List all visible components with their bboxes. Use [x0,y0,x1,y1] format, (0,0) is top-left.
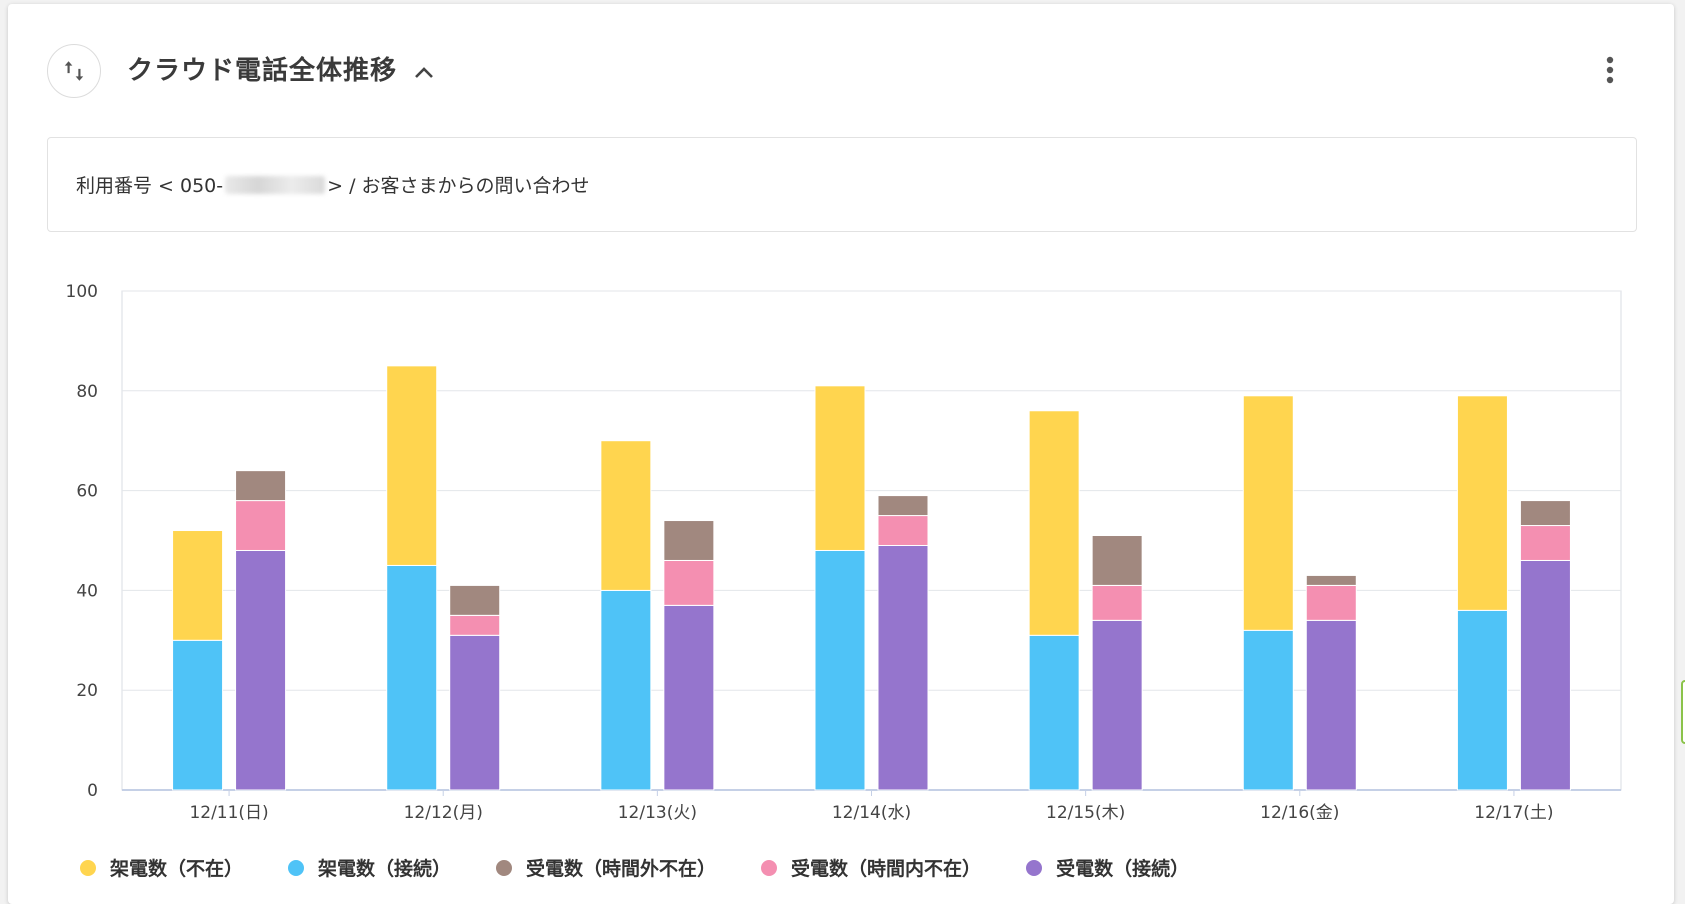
x-tick-label: 12/14(水) [832,803,911,823]
swap-vertical-icon [64,61,84,81]
bar-segment [1091,535,1143,586]
bar-segment [172,639,224,791]
x-tick-label: 12/15(木) [1046,803,1125,823]
bar-segment [449,614,501,636]
legend-item[interactable]: 受電数（時間内不在） [761,854,981,881]
bar-segment [663,520,715,561]
bar-segment [663,604,715,791]
bar-segment [663,559,715,606]
legend-label: 受電数（時間内不在） [791,858,982,880]
y-tick-label: 0 [87,781,98,801]
bar-segment [386,365,438,566]
more-menu-button[interactable] [1594,50,1626,90]
side-panel-handle[interactable] [1681,680,1685,744]
bar-segment [1242,395,1294,631]
y-tick-label: 60 [76,482,98,502]
bar-segment [172,530,224,641]
bar-segment [1305,619,1357,791]
bar-segment [877,495,929,517]
legend-label: 架電数（接続） [318,858,452,880]
legend-label: 架電数（不在） [110,858,244,880]
info-prefix: 利用番号 < 050- [76,175,224,197]
bar-segment [877,544,929,791]
bar-segment [1519,500,1571,527]
x-tick-label: 12/16(金) [1260,803,1339,823]
bar-segment [877,515,929,546]
legend-item[interactable]: 架電数（不在） [80,854,243,881]
bar-segment [1091,619,1143,791]
bar-segment [449,634,501,791]
bar-segment [1456,609,1508,791]
bar-segment [1305,584,1357,621]
bar-segment [600,589,652,791]
swap-button[interactable] [47,44,101,98]
bar-segment [235,500,287,551]
bar-segment [449,584,501,616]
legend-item[interactable]: 受電数（接続） [1026,854,1189,881]
legend-swatch [761,859,778,876]
bar-segment [1519,525,1571,561]
y-tick-label: 80 [76,382,98,402]
plot-area [121,290,1622,791]
y-tick-label: 40 [76,581,98,601]
bar-segment [600,440,652,591]
bar-segment [386,564,438,791]
legend-label: 受電数（接続） [1056,858,1190,880]
bar-segment [235,549,287,791]
bar-segment [1028,410,1080,636]
x-tick-label: 12/13(火) [618,803,697,823]
info-suffix: > / お客さまからの問い合わせ [327,175,590,197]
phone-number-info: 利用番号 < 050- > / お客さまからの問い合わせ [76,171,590,198]
bar-segment [1456,395,1508,611]
chevron-up-icon [415,67,433,78]
bar-segment [814,549,866,791]
bar-segment [1028,634,1080,791]
x-tick-label: 12/17(土) [1474,803,1553,823]
x-tick-label: 12/12(月) [404,803,483,823]
bar-segment [814,385,866,551]
masked-phone-number [225,175,326,194]
info-box: 利用番号 < 050- > / お客さまからの問い合わせ [47,137,1637,232]
collapse-button[interactable] [408,56,440,88]
legend-swatch [1026,859,1043,876]
legend-label: 受電数（時間外不在） [526,858,717,880]
page-title: クラウド電話全体推移 [127,56,398,86]
legend-swatch [80,859,96,876]
more-vert-icon [1606,56,1614,84]
legend-item[interactable]: 架電数（接続） [288,854,451,881]
bar-segment [1242,629,1294,791]
x-tick-label: 12/11(日) [189,803,268,823]
y-tick-label: 20 [76,681,98,701]
chart-legend: 架電数（不在） 架電数（接続） 受電数（時間外不在） 受電数（時間内不在） 受電数（接続… [80,854,1234,881]
legend-swatch [496,859,513,876]
legend-swatch [288,859,305,876]
bar-segment [1519,559,1571,791]
y-tick-label: 100 [66,282,98,302]
bar-segment [1091,584,1143,621]
legend-item[interactable]: 受電数（時間外不在） [496,854,716,881]
bar-segment [235,470,287,502]
bar-segment [1305,574,1357,586]
